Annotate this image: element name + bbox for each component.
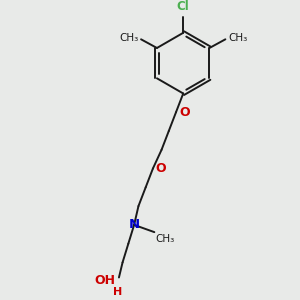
Text: H: H (113, 287, 123, 297)
Text: Cl: Cl (177, 1, 190, 13)
Text: CH₃: CH₃ (228, 33, 248, 43)
Text: N: N (129, 218, 140, 231)
Text: O: O (156, 162, 167, 175)
Text: O: O (179, 106, 190, 119)
Text: CH₃: CH₃ (119, 33, 138, 43)
Text: OH: OH (94, 274, 116, 287)
Text: CH₃: CH₃ (156, 234, 175, 244)
